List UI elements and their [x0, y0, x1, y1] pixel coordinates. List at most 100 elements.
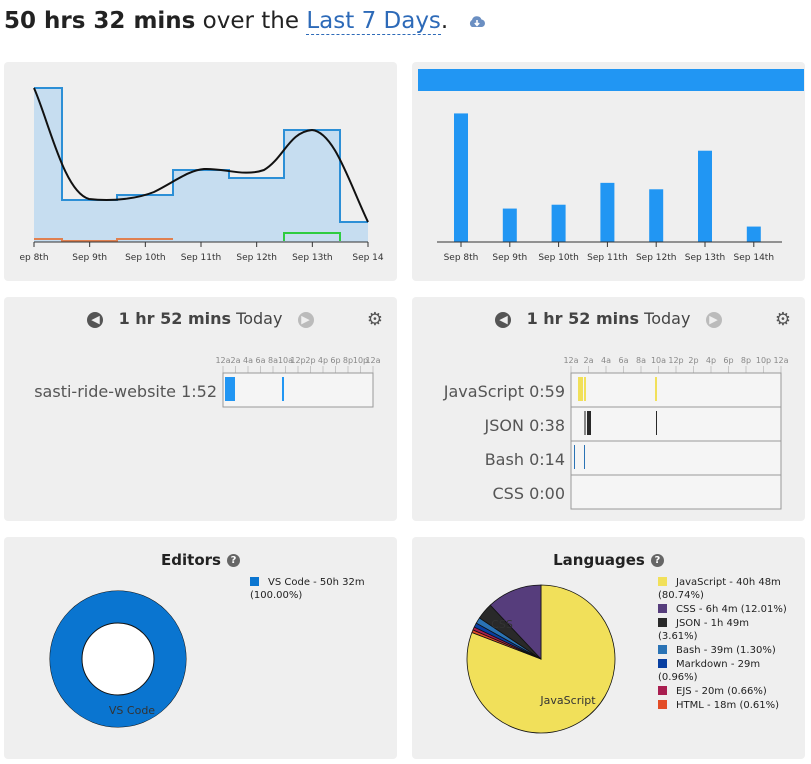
- language-name: Bash: [485, 450, 524, 469]
- javascript-activity-bar: [578, 377, 583, 401]
- legend-label: JSON - 1h 49m (3.61%): [658, 618, 749, 642]
- language-name: JSON: [485, 416, 524, 435]
- project-name: sasti-ride-website: [34, 382, 176, 401]
- bash-activity-bar: [574, 445, 575, 469]
- legend-item[interactable]: JSON - 1h 49m (3.61%): [658, 617, 788, 643]
- projects-today-panel: ◀ 1 hr 52 mins Today ▶ ⚙ 12a 2a 4a 6a 8a 10a 1…: [4, 297, 397, 521]
- hour-tick-label: 12a: [563, 356, 578, 365]
- legend-label: Markdown - 29m (0.96%): [658, 659, 760, 683]
- json-activity-bar: [584, 411, 586, 435]
- x-tick-label: Sep 13th: [292, 253, 333, 263]
- x-tick-label: Sep 10th: [125, 253, 166, 263]
- legend-item[interactable]: JavaScript - 40h 48m (80.74%): [658, 576, 788, 602]
- bar-sep-10th[interactable]: [552, 205, 566, 242]
- legend-label: JavaScript - 40h 48m (80.74%): [658, 577, 781, 601]
- bar-sep-12th[interactable]: [649, 189, 663, 242]
- language-row-javascript[interactable]: JavaScript 0:59: [422, 382, 565, 401]
- x-tick-label: Sep 11th: [587, 253, 628, 263]
- legend-label: CSS - 6h 4m (12.01%): [676, 604, 787, 615]
- editors-legend: VS Code - 50h 32m (100.00%): [250, 576, 370, 603]
- x-tick-label: Sep 9th: [72, 253, 107, 263]
- hour-tick-label: 2p: [688, 356, 698, 365]
- legend-item[interactable]: VS Code - 50h 32m (100.00%): [250, 576, 370, 602]
- activity-x-axis: ep 8th Sep 9th Sep 10th Sep 11th Sep 12th Sep…: [19, 242, 383, 263]
- activity-chart-panel: ep 8th Sep 9th Sep 10th Sep 11th Sep 12th Sep…: [4, 62, 397, 281]
- bar-sep-11th[interactable]: [600, 183, 614, 242]
- x-tick-label: Sep 12th: [236, 253, 277, 263]
- x-tick-label: Sep 10th: [538, 253, 579, 263]
- hour-tick-label: 8p: [343, 356, 353, 365]
- x-tick-label: Sep 11th: [181, 253, 222, 263]
- javascript-activity-bar: [655, 377, 657, 401]
- hour-tick-label: 8p: [741, 356, 751, 365]
- legend-item[interactable]: Markdown - 29m (0.96%): [658, 658, 788, 684]
- daily-bar-chart-panel: Sep 8th Sep 9th Sep 10th Sep 11th Sep 12th Se…: [412, 62, 805, 281]
- legend-label: Bash - 39m (1.30%): [676, 645, 776, 656]
- legend-item[interactable]: EJS - 20m (0.66%): [658, 685, 788, 698]
- hour-tick-label: 6p: [330, 356, 340, 365]
- hour-tick-label: 8a: [268, 356, 278, 365]
- language-time: 0:14: [529, 450, 565, 469]
- language-row-bash[interactable]: Bash 0:14: [422, 450, 565, 469]
- hour-tick-label: 8a: [636, 356, 646, 365]
- legend-item[interactable]: Bash - 39m (1.30%): [658, 644, 788, 657]
- language-row-css[interactable]: CSS 0:00: [422, 484, 565, 503]
- css-slice-label: CSS: [491, 618, 513, 631]
- hour-tick-label: 12a: [773, 356, 788, 365]
- bar-sep-8th[interactable]: [454, 113, 468, 242]
- hour-tick-label: 2p: [305, 356, 315, 365]
- language-name: CSS: [492, 484, 523, 503]
- legend-label: VS Code - 50h 32m (100.00%): [250, 577, 365, 601]
- legend-swatch: [658, 604, 667, 613]
- hour-tick-label: 10a: [651, 356, 666, 365]
- languages-today-panel: ◀ 1 hr 52 mins Today ▶ ⚙ 12a 2a 4a 6a 8a 10a 1…: [412, 297, 805, 521]
- x-tick-label: Sep 12th: [636, 253, 677, 263]
- legend-label: EJS - 20m (0.66%): [676, 686, 767, 697]
- hour-tick-label: 2a: [231, 356, 241, 365]
- legend-swatch: [658, 659, 667, 668]
- hour-tick-label: 6a: [619, 356, 629, 365]
- over-text: over the: [203, 8, 299, 34]
- language-time: 0:59: [529, 382, 565, 401]
- period: .: [441, 8, 448, 34]
- bar-sep-9th[interactable]: [503, 209, 517, 242]
- json-activity-bar: [656, 411, 657, 435]
- x-tick-label: Sep 9th: [492, 253, 527, 263]
- cloud-download-icon[interactable]: [468, 15, 486, 29]
- language-time: 0:38: [529, 416, 565, 435]
- date-range-selector[interactable]: Last 7 Days: [306, 8, 441, 35]
- project-row[interactable]: sasti-ride-website 1:52: [14, 382, 217, 401]
- vscode-slice-label: VS Code: [109, 704, 155, 717]
- total-time: 50 hrs 32 mins: [4, 8, 195, 34]
- hour-tick-label: 12a: [215, 356, 230, 365]
- legend-swatch: [658, 577, 667, 586]
- activity-area: [34, 88, 368, 242]
- x-tick-label: Sep 14: [352, 253, 384, 263]
- legend-item[interactable]: HTML - 18m (0.61%): [658, 699, 788, 712]
- x-tick-label: Sep 13th: [685, 253, 726, 263]
- javascript-activity-bar: [584, 377, 586, 401]
- language-row-json[interactable]: JSON 0:38: [422, 416, 565, 435]
- x-tick-label: Sep 14th: [734, 253, 775, 263]
- languages-legend: JavaScript - 40h 48m (80.74%) CSS - 6h 4…: [658, 576, 788, 713]
- language-time: 0:00: [529, 484, 565, 503]
- hour-tick-label: 4p: [706, 356, 716, 365]
- legend-swatch: [250, 577, 259, 586]
- daily-x-axis: Sep 8th Sep 9th Sep 10th Sep 11th Sep 12th Se…: [444, 242, 774, 263]
- hour-tick-label: 4p: [318, 356, 328, 365]
- x-tick-label: ep 8th: [19, 253, 48, 263]
- hour-tick-label: 10p: [756, 356, 771, 365]
- editors-donut-chart: VS Code: [4, 537, 397, 759]
- bar-sep-14th[interactable]: [747, 227, 761, 242]
- page-header: 50 hrs 32 mins over the Last 7 Days.: [4, 8, 486, 34]
- javascript-slice-label: JavaScript: [539, 694, 596, 707]
- hour-tick-label: 12p: [290, 356, 305, 365]
- hour-tick-label: 12p: [668, 356, 683, 365]
- legend-item[interactable]: CSS - 6h 4m (12.01%): [658, 603, 788, 616]
- hour-tick-label: 4a: [243, 356, 253, 365]
- hour-tick-label: 6p: [723, 356, 733, 365]
- hour-tick-label: 4a: [601, 356, 611, 365]
- legend-swatch: [658, 645, 667, 654]
- bar-sep-13th[interactable]: [698, 151, 712, 242]
